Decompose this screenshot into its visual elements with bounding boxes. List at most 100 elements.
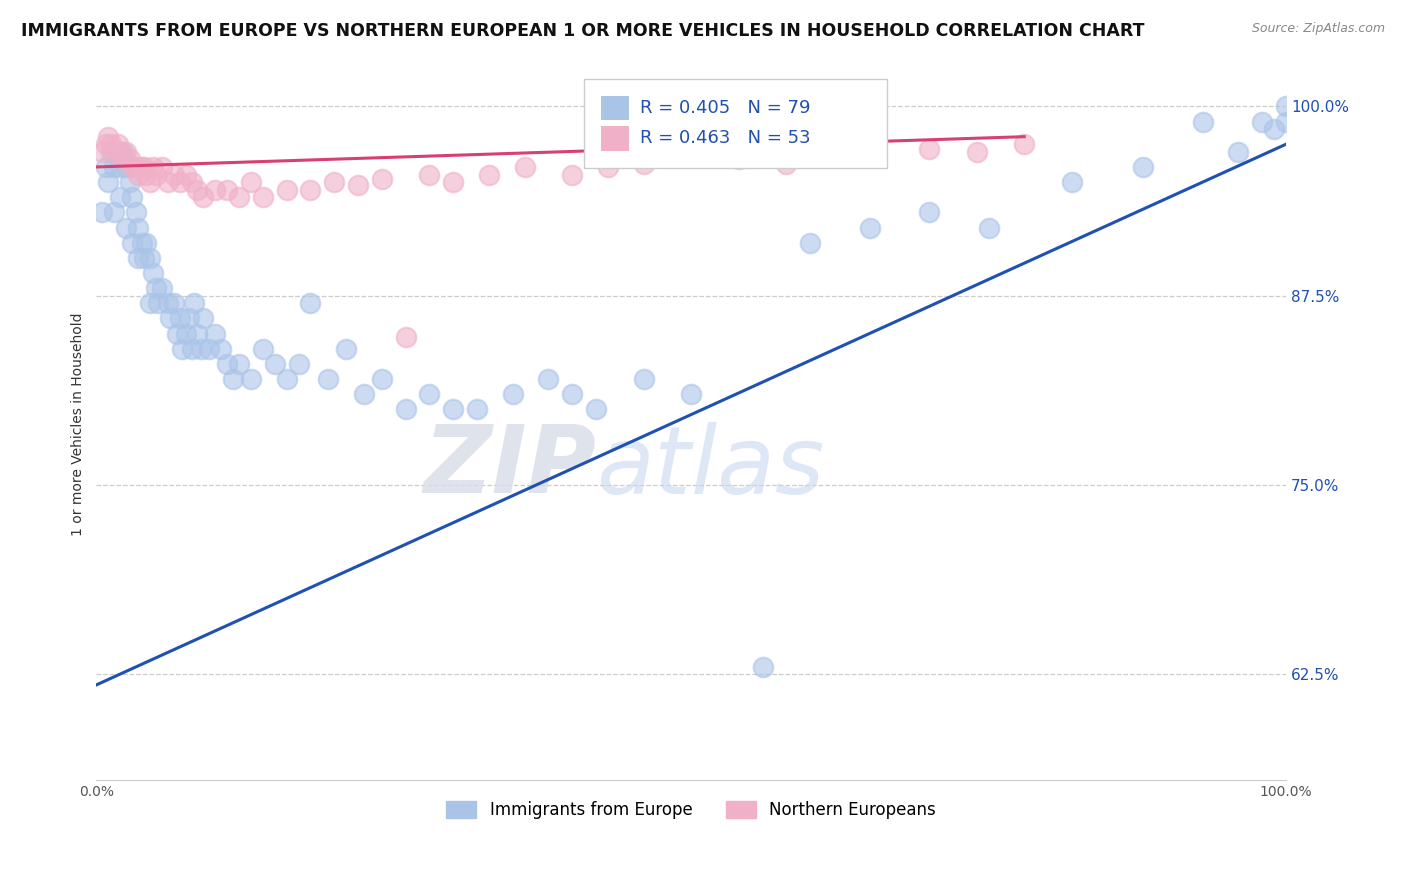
Point (918, 142, 941, 156)
Point (418, 168, 440, 182)
Point (142, 266, 165, 280)
Point (180, 342, 202, 356)
Point (150, 160, 173, 174)
Point (353, 387, 375, 401)
Point (115, 160, 138, 174)
Point (263, 357, 285, 371)
Point (858, 220, 880, 235)
Point (121, 190, 143, 204)
Point (180, 175, 202, 189)
Point (166, 326, 188, 341)
Point (135, 168, 157, 182)
Point (156, 296, 179, 310)
Point (94, 160, 117, 174)
Point (186, 326, 208, 341)
Point (108, 160, 131, 174)
Point (751, 659, 773, 673)
Point (142, 160, 165, 174)
Point (131, 160, 153, 174)
Point (111, 153, 134, 167)
FancyBboxPatch shape (600, 126, 630, 151)
Point (174, 168, 197, 182)
Point (371, 372, 394, 386)
Point (132, 251, 155, 265)
Point (193, 311, 215, 326)
Y-axis label: 1 or more Vehicles in Household: 1 or more Vehicles in Household (72, 313, 86, 536)
Point (91, 205, 114, 219)
Point (94, 137, 117, 152)
Point (252, 190, 274, 204)
Legend: Immigrants from Europe, Northern Europeans: Immigrants from Europe, Northern Europea… (440, 794, 942, 825)
Point (132, 160, 155, 174)
Point (1132, 160, 1154, 174)
Point (190, 342, 212, 356)
Point (287, 357, 309, 371)
Point (441, 175, 464, 189)
Point (681, 148, 703, 162)
Point (1251, 114, 1274, 128)
Point (858, 148, 880, 162)
Point (918, 205, 941, 219)
Point (561, 387, 583, 401)
Point (193, 190, 215, 204)
Point (775, 157, 797, 171)
Point (198, 342, 221, 356)
Point (169, 311, 191, 326)
Point (561, 168, 583, 182)
Point (585, 402, 607, 417)
Point (633, 157, 655, 171)
FancyBboxPatch shape (583, 79, 887, 169)
Point (121, 160, 143, 174)
Point (127, 251, 149, 265)
Point (418, 387, 440, 401)
Point (596, 160, 619, 174)
Point (179, 311, 201, 326)
Point (222, 372, 245, 386)
Point (150, 281, 173, 295)
Point (100, 137, 122, 152)
Point (118, 175, 141, 189)
Point (240, 372, 263, 386)
Point (799, 235, 821, 250)
Point (115, 220, 138, 235)
Point (240, 175, 263, 189)
Point (478, 168, 501, 182)
Point (121, 235, 143, 250)
Point (169, 175, 191, 189)
Point (537, 372, 560, 386)
Point (124, 205, 146, 219)
Point (276, 183, 298, 197)
Point (115, 145, 138, 159)
Point (159, 311, 181, 326)
Point (966, 145, 988, 159)
Point (228, 190, 250, 204)
Point (502, 387, 524, 401)
Point (217, 183, 239, 197)
Point (156, 175, 179, 189)
Point (107, 145, 129, 159)
Point (163, 296, 186, 310)
Point (465, 402, 488, 417)
Text: IMMIGRANTS FROM EUROPE VS NORTHERN EUROPEAN 1 OR MORE VEHICLES IN HOUSEHOLD CORR: IMMIGRANTS FROM EUROPE VS NORTHERN EUROP… (21, 22, 1144, 40)
Point (681, 387, 703, 401)
Point (727, 153, 749, 167)
FancyBboxPatch shape (600, 95, 630, 120)
Point (107, 137, 129, 152)
Point (139, 175, 162, 189)
Point (323, 175, 346, 189)
Point (145, 281, 167, 295)
Point (111, 145, 134, 159)
Text: atlas: atlas (596, 422, 824, 513)
Point (318, 372, 340, 386)
Text: Source: ZipAtlas.com: Source: ZipAtlas.com (1251, 22, 1385, 36)
Point (977, 220, 1000, 235)
Point (252, 342, 274, 356)
Point (186, 183, 208, 197)
Point (1227, 145, 1250, 159)
Text: R = 0.405   N = 79: R = 0.405 N = 79 (640, 99, 810, 117)
Point (371, 172, 394, 186)
Point (100, 145, 122, 159)
Point (127, 220, 149, 235)
Point (131, 235, 153, 250)
Text: R = 0.463   N = 53: R = 0.463 N = 53 (640, 129, 811, 147)
